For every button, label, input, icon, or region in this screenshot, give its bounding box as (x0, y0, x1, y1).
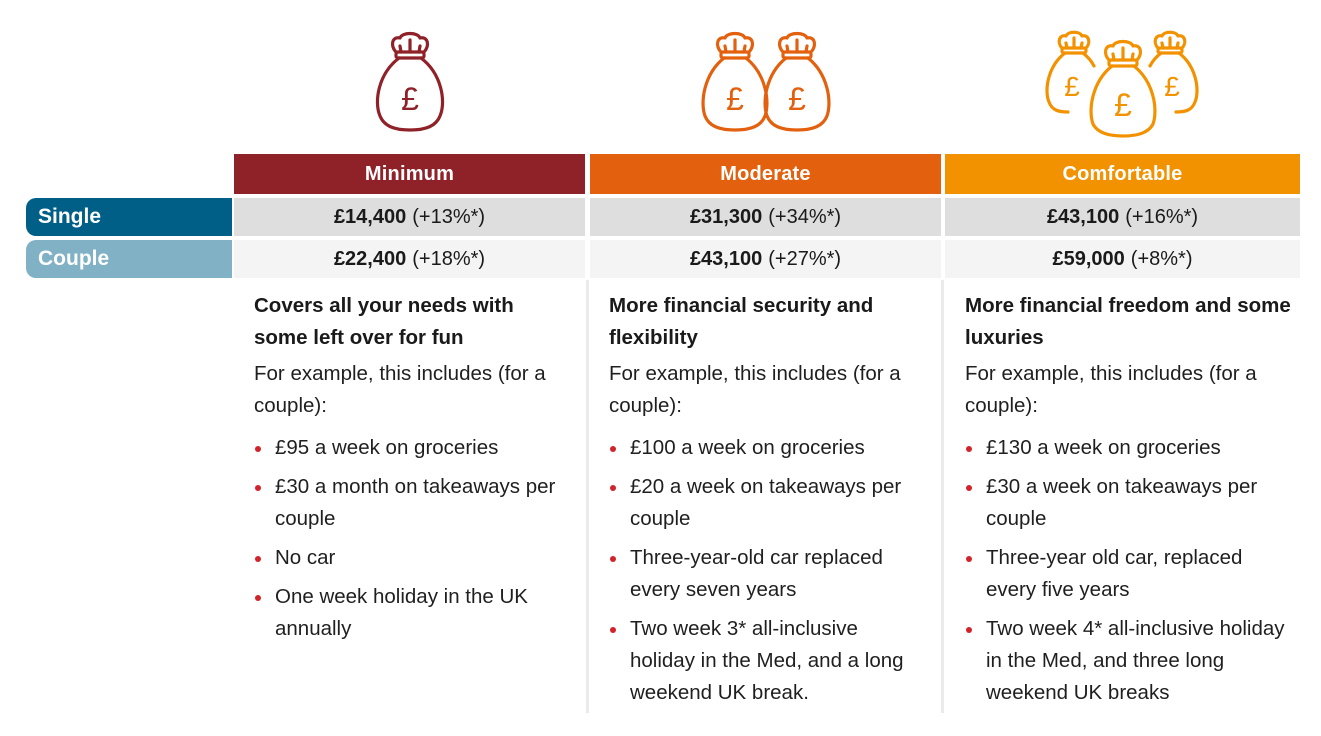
change: (+16%*) (1125, 205, 1199, 228)
list-item: £130 a week on groceries (965, 432, 1295, 464)
amount: £59,000 (1052, 247, 1125, 270)
row-label-couple-text: Couple (38, 247, 110, 270)
list-item-text: £130 a week on groceries (986, 436, 1221, 459)
list-item: £20 a week on takeaways per couple (609, 471, 921, 535)
details-minimum: Covers all your needs with some left ove… (254, 290, 564, 652)
bullet-icon (255, 556, 261, 562)
row-label-single-text: Single (38, 205, 102, 228)
change: (+18%*) (412, 247, 486, 270)
amount: £43,100 (689, 247, 763, 270)
change: (+8%*) (1130, 247, 1193, 270)
list-item: Two week 4* all-inclusive holiday in the… (965, 613, 1295, 709)
list-item: £30 a week on takeaways per couple (965, 471, 1295, 535)
svg-text:£: £ (726, 81, 744, 117)
cell-couple-moderate: £43,100 (+27%*) (590, 240, 941, 278)
svg-text:£: £ (1164, 71, 1180, 102)
details-title: Covers all your needs with some left ove… (254, 294, 514, 349)
change: (+13%*) (412, 205, 486, 228)
details-intro: For example, this includes (for a couple… (965, 362, 1257, 417)
details-title: More financial security and flexibility (609, 294, 874, 349)
list-item-text: £30 a week on takeaways per couple (986, 475, 1258, 530)
column-divider (941, 280, 944, 713)
header-comfortable-label: Comfortable (1062, 162, 1183, 185)
header-comfortable: Comfortable (945, 154, 1300, 194)
svg-text:£: £ (1114, 87, 1132, 123)
details-intro: For example, this includes (for a couple… (254, 362, 546, 417)
list-item-text: Three-year old car, replaced every five … (986, 546, 1243, 601)
amount: £22,400 (333, 247, 407, 270)
row-label-single: Single (26, 198, 232, 236)
list-item-text: One week holiday in the UK annually (275, 585, 528, 640)
three-money-bags-icon: £ £ £ (1044, 30, 1200, 138)
header-minimum: Minimum (234, 154, 585, 194)
bullet-icon (966, 556, 972, 562)
amount: £43,100 (1046, 205, 1120, 228)
cell-couple-comfortable: £59,000 (+8%*) (945, 240, 1300, 278)
header-moderate: Moderate (590, 154, 941, 194)
svg-text:£: £ (401, 81, 419, 117)
bullet-icon (255, 446, 261, 452)
list-item: £30 a month on takeaways per couple (254, 471, 564, 535)
column-divider (586, 280, 589, 713)
bullet-icon (610, 556, 616, 562)
svg-text:£: £ (788, 81, 806, 117)
bullet-icon (255, 595, 261, 601)
list-item: Three-year-old car replaced every seven … (609, 542, 921, 606)
list-item-text: Two week 4* all-inclusive holiday in the… (986, 617, 1285, 704)
list-item: No car (254, 542, 564, 574)
amount: £14,400 (333, 205, 407, 228)
row-label-couple: Couple (26, 240, 232, 278)
cell-single-comfortable: £43,100 (+16%*) (945, 198, 1300, 236)
list-item-text: £100 a week on groceries (630, 436, 865, 459)
cell-single-minimum: £14,400 (+13%*) (234, 198, 585, 236)
bullet-icon (966, 485, 972, 491)
details-list: £100 a week on groceries £20 a week on t… (609, 432, 921, 709)
header-minimum-label: Minimum (364, 162, 455, 185)
details-list: £95 a week on groceries £30 a month on t… (254, 432, 564, 645)
list-item: Three-year old car, replaced every five … (965, 542, 1295, 606)
list-item-text: £20 a week on takeaways per couple (630, 475, 902, 530)
list-item: One week holiday in the UK annually (254, 581, 564, 645)
change: (+34%*) (768, 205, 842, 228)
bullet-icon (610, 446, 616, 452)
bullet-icon (255, 485, 261, 491)
bullet-icon (610, 627, 616, 633)
list-item: £95 a week on groceries (254, 432, 564, 464)
svg-text:£: £ (1064, 71, 1080, 102)
cell-single-moderate: £31,300 (+34%*) (590, 198, 941, 236)
list-item: Two week 3* all-inclusive holiday in the… (609, 613, 921, 709)
amount: £31,300 (689, 205, 763, 228)
bullet-icon (610, 485, 616, 491)
list-item-text: Three-year-old car replaced every seven … (630, 546, 883, 601)
details-intro: For example, this includes (for a couple… (609, 362, 901, 417)
list-item-text: £30 a month on takeaways per couple (275, 475, 556, 530)
single-money-bag-icon: £ (372, 30, 448, 134)
details-comfortable: More financial freedom and some luxuries… (965, 290, 1295, 716)
header-moderate-label: Moderate (720, 162, 811, 185)
bullet-icon (966, 446, 972, 452)
change: (+27%*) (768, 247, 842, 270)
bullet-icon (966, 627, 972, 633)
list-item: £100 a week on groceries (609, 432, 921, 464)
list-item-text: £95 a week on groceries (275, 436, 499, 459)
list-item-text: Two week 3* all-inclusive holiday in the… (630, 617, 904, 704)
details-list: £130 a week on groceries £30 a week on t… (965, 432, 1295, 709)
two-money-bags-icon: £ £ (700, 30, 832, 134)
details-moderate: More financial security and flexibility … (609, 290, 921, 716)
details-title: More financial freedom and some luxuries (965, 294, 1291, 349)
list-item-text: No car (275, 546, 336, 569)
cell-couple-minimum: £22,400 (+18%*) (234, 240, 585, 278)
